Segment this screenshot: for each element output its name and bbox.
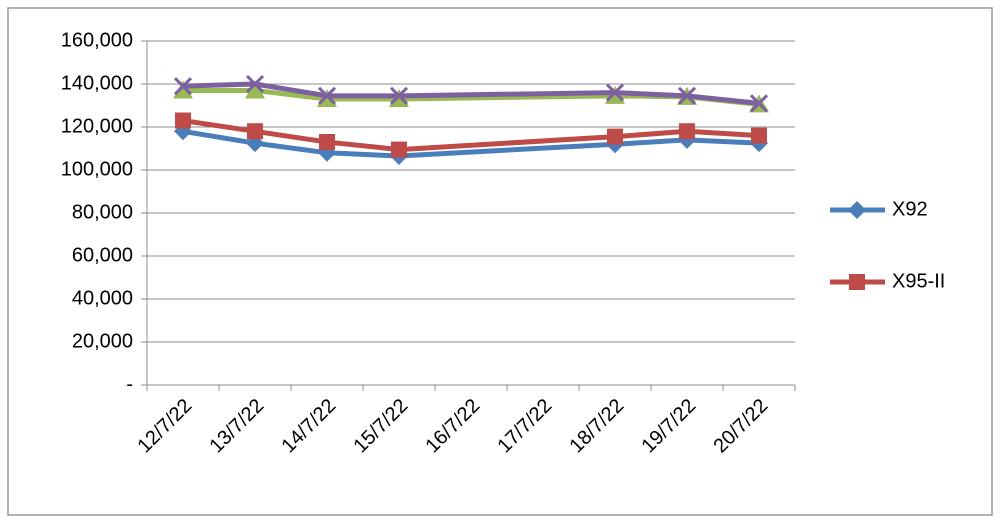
marker <box>247 123 263 140</box>
marker <box>317 86 337 105</box>
series-line <box>252 87 330 102</box>
y-tick-label: 160,000 <box>61 29 133 51</box>
y-tick-label: 20,000 <box>72 330 133 352</box>
marker <box>848 201 866 219</box>
series-line <box>324 150 402 159</box>
series-line <box>612 128 690 140</box>
marker <box>319 134 335 151</box>
marker <box>849 274 865 290</box>
series-line <box>396 141 618 159</box>
series-line <box>252 81 330 99</box>
marker <box>751 127 767 144</box>
series-line <box>180 128 258 146</box>
marker <box>245 74 265 94</box>
series-line <box>396 93 618 102</box>
y-tick-label: 40,000 <box>72 287 133 309</box>
legend-label: X92 <box>892 198 928 220</box>
y-tick-label: 80,000 <box>72 201 133 223</box>
marker <box>679 123 695 140</box>
y-tick-label: 120,000 <box>61 115 133 137</box>
legend-label: X95-II <box>892 270 945 292</box>
marker <box>175 112 191 129</box>
series-line <box>252 128 330 145</box>
series-line <box>612 137 690 147</box>
series-line <box>684 137 762 146</box>
marker <box>389 86 409 105</box>
series-line <box>612 90 690 99</box>
series-line <box>684 128 762 139</box>
y-tick-label: - <box>126 373 133 395</box>
series-line <box>396 134 618 153</box>
y-tick-label: 140,000 <box>61 72 133 94</box>
series-line <box>396 90 618 99</box>
series-line <box>180 118 258 134</box>
marker <box>173 77 193 96</box>
y-tick-label: 100,000 <box>61 158 133 180</box>
y-tick-label: 60,000 <box>72 244 133 266</box>
series-line <box>180 81 258 89</box>
series-line <box>684 93 762 106</box>
marker <box>173 80 193 99</box>
marker <box>605 83 625 102</box>
series-line <box>252 140 330 156</box>
series-line <box>324 139 402 153</box>
marker <box>749 94 769 113</box>
marker <box>677 86 697 105</box>
marker <box>607 128 623 145</box>
marker <box>391 141 407 158</box>
marker <box>245 80 265 99</box>
